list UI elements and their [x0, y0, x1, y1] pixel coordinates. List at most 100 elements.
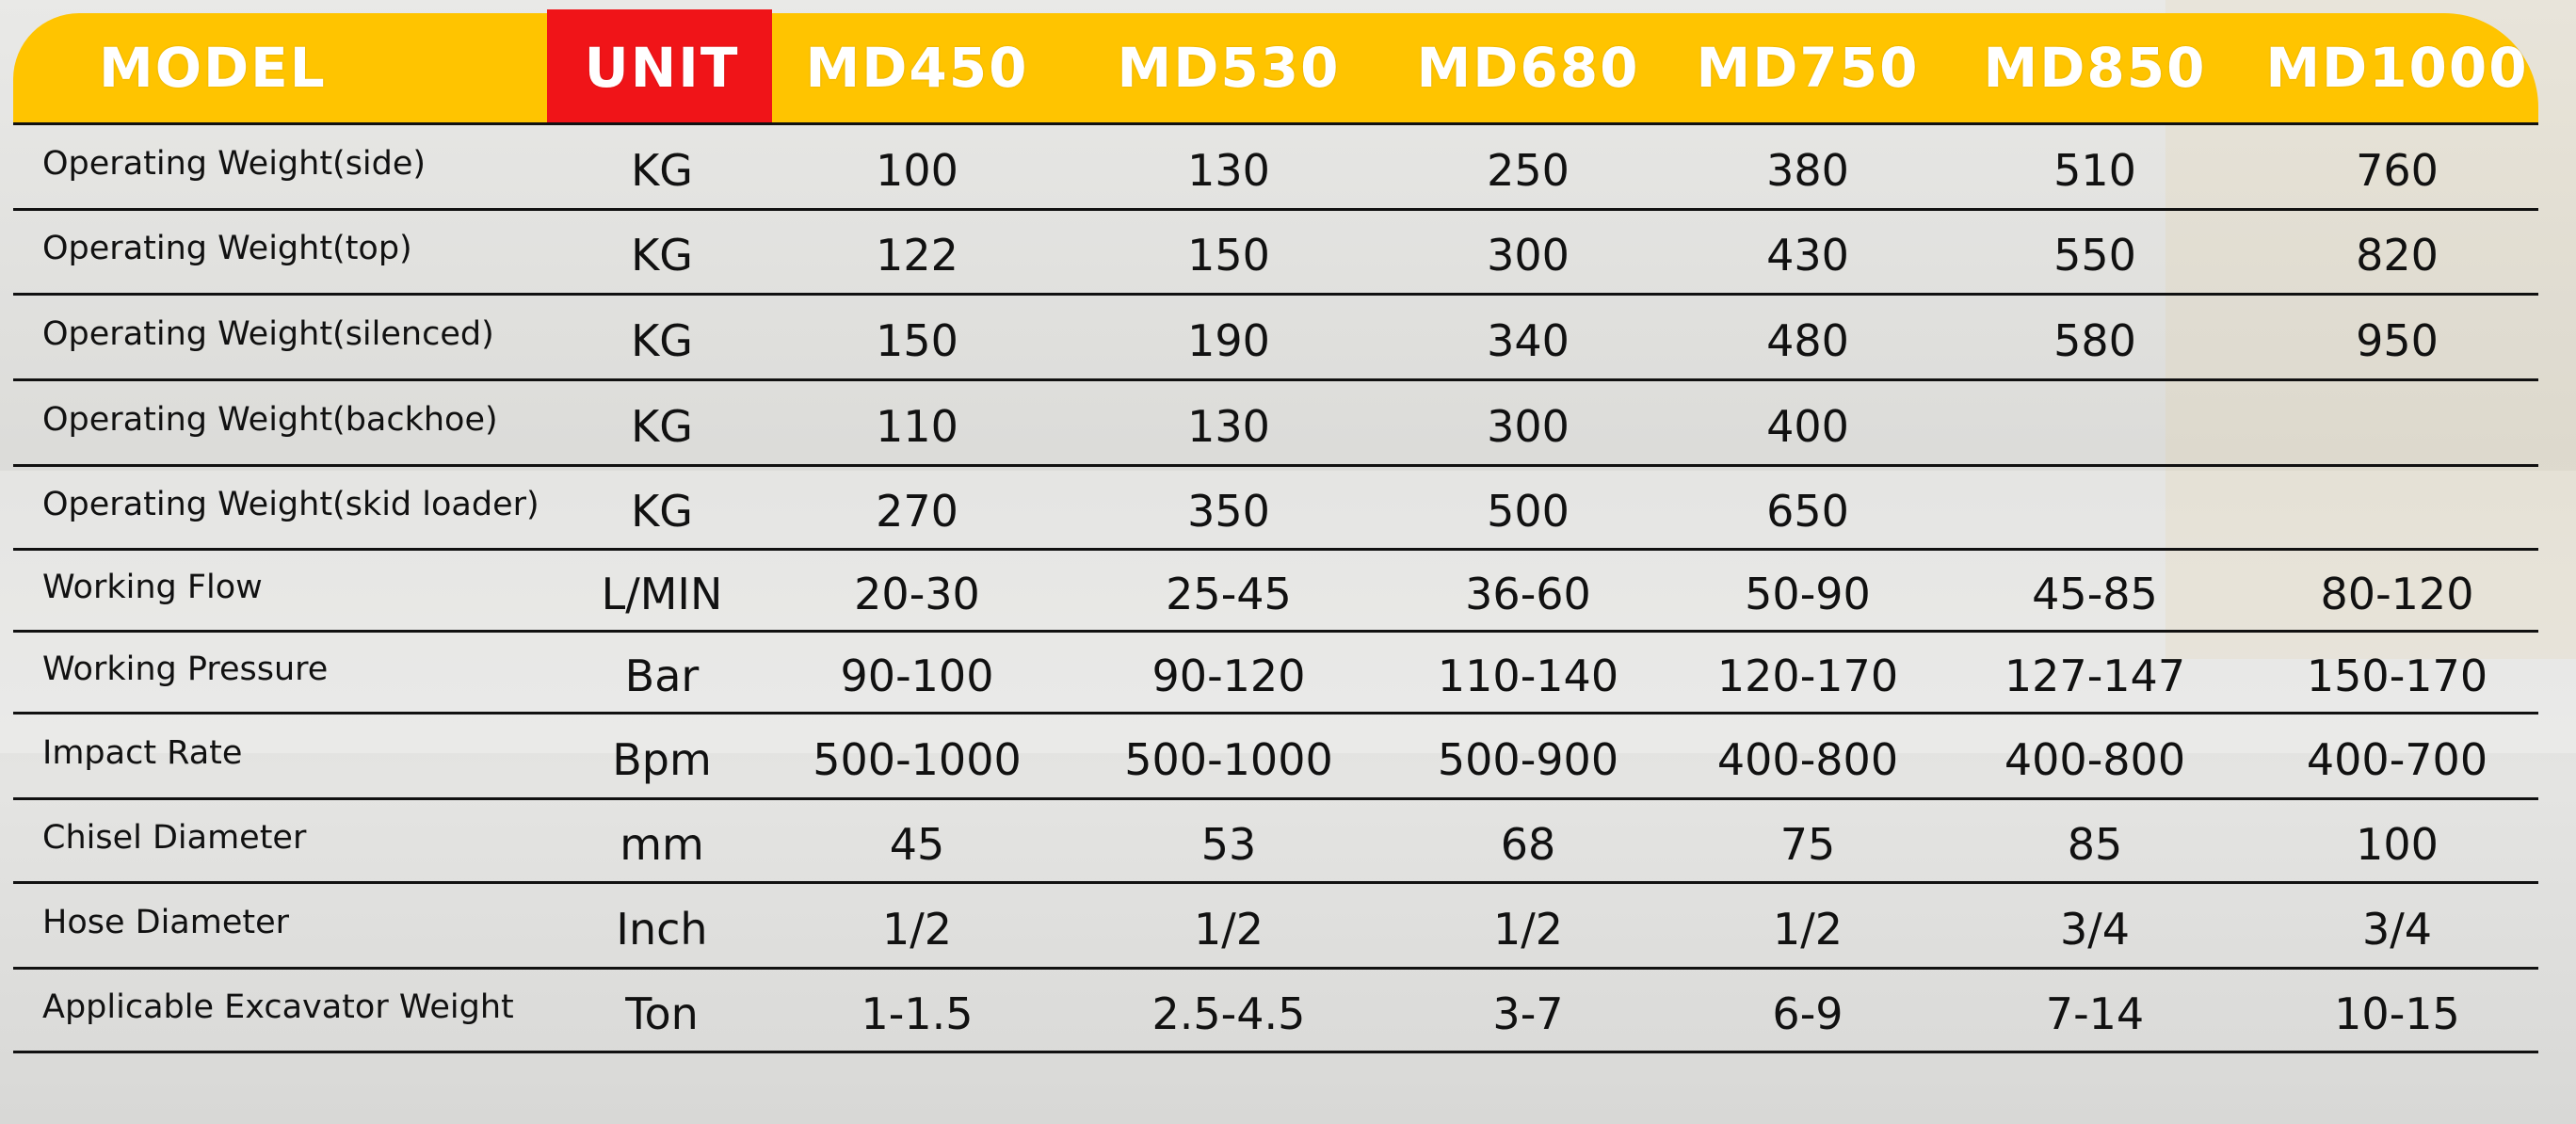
row-divider [13, 293, 2538, 296]
header-cell: UNIT [584, 36, 740, 100]
unit-cell: KG [631, 314, 693, 366]
value-cell: 760 [2356, 144, 2439, 196]
header-cell: MODEL [99, 36, 327, 100]
value-cell: 500-1000 [813, 733, 1022, 785]
unit-cell: L/MIN [601, 568, 723, 619]
value-cell: 130 [1187, 144, 1270, 196]
value-cell: 7-14 [2045, 988, 2145, 1039]
value-cell: 300 [1487, 230, 1570, 281]
row-divider [13, 208, 2538, 211]
unit-cell: mm [620, 818, 704, 870]
value-cell: 300 [1487, 400, 1570, 452]
value-cell: 100 [2356, 818, 2439, 870]
unit-cell: KG [631, 485, 693, 537]
value-cell: 120-170 [1716, 650, 1899, 701]
value-cell: 127-147 [2004, 650, 2186, 701]
value-cell: 650 [1766, 485, 1849, 537]
unit-cell: KG [631, 400, 693, 452]
value-cell: 53 [1200, 818, 1257, 870]
row-label: Working Pressure [42, 650, 329, 688]
unit-cell: Bpm [612, 733, 712, 785]
value-cell: 150 [1187, 230, 1270, 281]
value-cell: 1/2 [1772, 903, 1843, 955]
value-cell: 150-170 [2306, 650, 2488, 701]
row-divider [13, 1051, 2538, 1053]
row-label: Applicable Excavator Weight [42, 988, 514, 1026]
value-cell: 950 [2356, 314, 2439, 366]
value-cell: 2.5-4.5 [1151, 988, 1306, 1039]
value-cell: 50-90 [1745, 568, 1871, 619]
unit-cell: Inch [616, 903, 708, 955]
value-cell: 400-700 [2306, 733, 2488, 785]
value-cell: 500-1000 [1124, 733, 1333, 785]
value-cell: 68 [1500, 818, 1556, 870]
value-cell: 430 [1766, 230, 1849, 281]
value-cell: 270 [876, 485, 958, 537]
row-divider [13, 881, 2538, 884]
value-cell: 3-7 [1492, 988, 1564, 1039]
row-label: Working Flow [42, 568, 263, 606]
value-cell: 110 [876, 400, 958, 452]
value-cell: 1-1.5 [861, 988, 974, 1039]
row-label: Operating Weight(skid loader) [42, 485, 539, 523]
row-divider [13, 797, 2538, 800]
value-cell: 1/2 [1193, 903, 1264, 955]
row-divider [13, 378, 2538, 381]
value-cell: 100 [876, 144, 958, 196]
value-cell: 20-30 [854, 568, 980, 619]
unit-cell: Bar [624, 650, 700, 701]
value-cell: 122 [876, 230, 958, 281]
value-cell: 75 [1779, 818, 1836, 870]
value-cell: 500 [1487, 485, 1570, 537]
value-cell: 820 [2356, 230, 2439, 281]
value-cell: 380 [1766, 144, 1849, 196]
value-cell: 400 [1766, 400, 1849, 452]
value-cell: 90-120 [1151, 650, 1306, 701]
value-cell: 10-15 [2334, 988, 2460, 1039]
value-cell: 480 [1766, 314, 1849, 366]
value-cell: 6-9 [1772, 988, 1843, 1039]
value-cell: 130 [1187, 400, 1270, 452]
value-cell: 25-45 [1166, 568, 1292, 619]
header-cell: MD750 [1696, 36, 1920, 100]
row-label: Chisel Diameter [42, 818, 307, 857]
value-cell: 45 [889, 818, 945, 870]
header-cell: MD1000 [2265, 36, 2529, 100]
unit-header-bg [547, 9, 772, 123]
value-cell: 90-100 [840, 650, 994, 701]
value-cell: 85 [2067, 818, 2123, 870]
value-cell: 580 [2053, 314, 2136, 366]
unit-cell: KG [631, 230, 693, 281]
row-label: Operating Weight(backhoe) [42, 400, 498, 439]
row-label: Operating Weight(top) [42, 230, 412, 267]
value-cell: 36-60 [1465, 568, 1591, 619]
header-bar [13, 13, 2538, 123]
row-divider [13, 122, 2538, 125]
value-cell: 1/2 [881, 903, 953, 955]
value-cell: 1/2 [1492, 903, 1564, 955]
value-cell: 45-85 [2032, 568, 2158, 619]
unit-cell: Ton [625, 988, 699, 1039]
row-divider [13, 548, 2538, 551]
value-cell: 150 [876, 314, 958, 366]
header-cell: MD530 [1117, 36, 1341, 100]
header-cell: MD680 [1416, 36, 1640, 100]
row-divider [13, 712, 2538, 715]
row-divider [13, 464, 2538, 467]
row-label: Operating Weight(silenced) [42, 314, 494, 353]
unit-cell: KG [631, 144, 693, 196]
value-cell: 110-140 [1437, 650, 1619, 701]
row-label: Impact Rate [42, 733, 243, 772]
value-cell: 3/4 [2361, 903, 2433, 955]
row-divider [13, 967, 2538, 970]
value-cell: 550 [2053, 230, 2136, 281]
header-cell: MD850 [1983, 36, 2207, 100]
value-cell: 350 [1187, 485, 1270, 537]
value-cell: 250 [1487, 144, 1570, 196]
value-cell: 80-120 [2320, 568, 2474, 619]
value-cell: 190 [1187, 314, 1270, 366]
row-label: Hose Diameter [42, 903, 290, 941]
value-cell: 510 [2053, 144, 2136, 196]
row-divider [13, 630, 2538, 633]
